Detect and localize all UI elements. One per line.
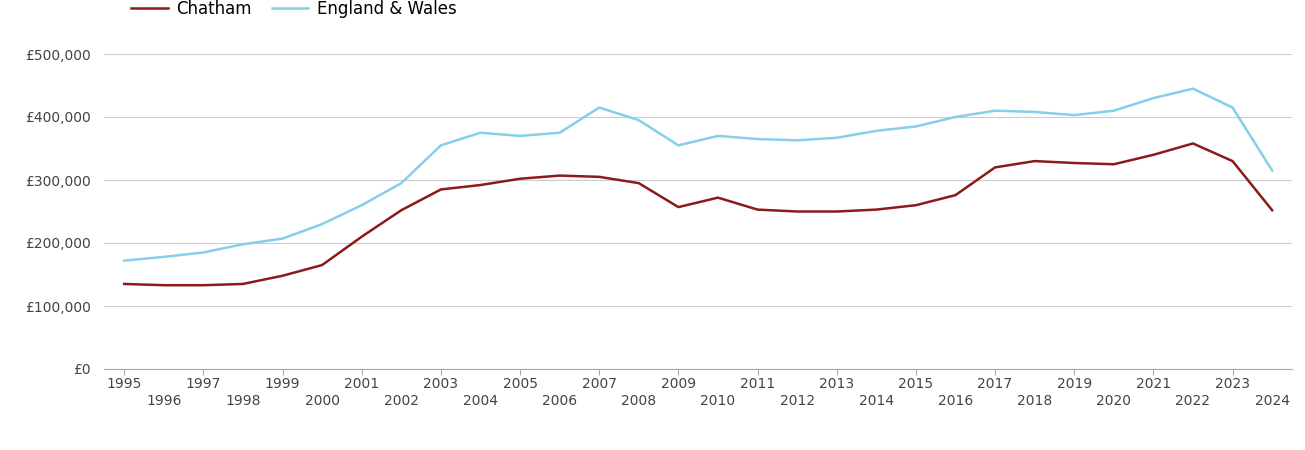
Text: 2012: 2012 [779, 394, 814, 408]
England & Wales [710, 133, 726, 139]
Chatham [1105, 162, 1121, 167]
England & Wales [671, 143, 686, 148]
England & Wales [591, 105, 607, 110]
Chatham [868, 207, 883, 212]
Chatham [196, 283, 211, 288]
Chatham [315, 262, 330, 268]
England & Wales [1265, 168, 1280, 173]
England & Wales [116, 258, 132, 263]
Line: Chatham: Chatham [124, 144, 1272, 285]
Chatham [710, 195, 726, 200]
England & Wales [1224, 105, 1240, 110]
England & Wales [988, 108, 1004, 113]
Chatham [1185, 141, 1201, 146]
Chatham [1066, 160, 1082, 166]
England & Wales [196, 250, 211, 255]
England & Wales [275, 236, 291, 241]
England & Wales [790, 138, 805, 143]
Text: 2024: 2024 [1254, 394, 1289, 408]
England & Wales [749, 136, 765, 142]
Text: 2022: 2022 [1176, 394, 1211, 408]
Chatham [354, 234, 369, 239]
Chatham [749, 207, 765, 212]
England & Wales [472, 130, 488, 135]
Text: 2004: 2004 [463, 394, 499, 408]
Chatham [591, 174, 607, 180]
Text: 2020: 2020 [1096, 394, 1131, 408]
Chatham [632, 180, 647, 186]
England & Wales [1105, 108, 1121, 113]
England & Wales [1066, 112, 1082, 118]
England & Wales [829, 135, 844, 140]
Text: 1998: 1998 [226, 394, 261, 408]
Chatham [947, 193, 963, 198]
England & Wales [947, 114, 963, 120]
Chatham [393, 207, 408, 213]
England & Wales [632, 117, 647, 123]
England & Wales [235, 242, 251, 247]
England & Wales [908, 124, 924, 129]
Chatham [155, 283, 171, 288]
England & Wales [315, 221, 330, 227]
England & Wales [552, 130, 568, 135]
Text: 2016: 2016 [938, 394, 974, 408]
Text: 2000: 2000 [304, 394, 339, 408]
Chatham [275, 273, 291, 279]
Chatham [1027, 158, 1043, 164]
Chatham [1146, 152, 1161, 158]
Chatham [790, 209, 805, 214]
England & Wales [1185, 86, 1201, 91]
Chatham [1224, 158, 1240, 164]
Chatham [1265, 207, 1280, 213]
Text: 2006: 2006 [542, 394, 577, 408]
Chatham [433, 187, 449, 192]
England & Wales [354, 202, 369, 208]
Chatham [552, 173, 568, 178]
Chatham [472, 182, 488, 188]
Text: 2008: 2008 [621, 394, 656, 408]
Text: 2018: 2018 [1017, 394, 1052, 408]
Chatham [671, 204, 686, 210]
England & Wales [433, 143, 449, 148]
Chatham [988, 165, 1004, 170]
Chatham [235, 281, 251, 287]
Text: 1996: 1996 [146, 394, 181, 408]
England & Wales [868, 128, 883, 134]
England & Wales [512, 133, 527, 139]
Chatham [512, 176, 527, 181]
Text: 2002: 2002 [384, 394, 419, 408]
Line: England & Wales: England & Wales [124, 89, 1272, 261]
England & Wales [155, 254, 171, 260]
England & Wales [1027, 109, 1043, 115]
England & Wales [1146, 95, 1161, 101]
Text: 2010: 2010 [701, 394, 736, 408]
Chatham [116, 281, 132, 287]
Legend: Chatham, England & Wales: Chatham, England & Wales [124, 0, 463, 24]
Text: 2014: 2014 [859, 394, 894, 408]
England & Wales [393, 180, 408, 186]
Chatham [908, 202, 924, 208]
Chatham [829, 209, 844, 214]
